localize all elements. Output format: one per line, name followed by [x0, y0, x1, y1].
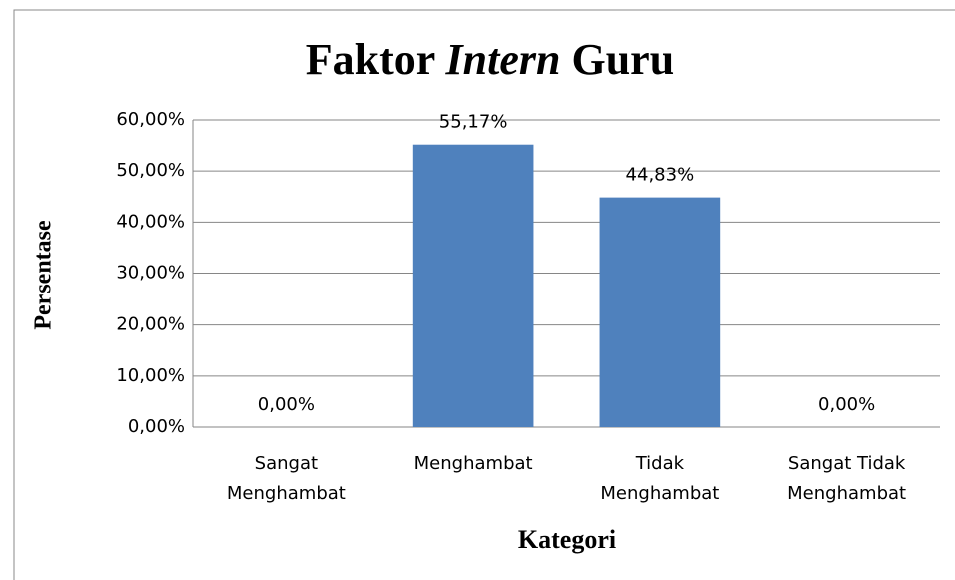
y-axis-label: Persentase [31, 220, 57, 330]
title-part: Faktor [306, 35, 435, 84]
y-tick-label: 20,00% [116, 314, 185, 335]
y-tick-label: 0,00% [128, 416, 185, 437]
x-tick-label: Tidak [635, 453, 685, 474]
x-tick-label: Menghambat [414, 453, 533, 474]
chart-border [13, 9, 955, 580]
chart-title: Faktor Intern Guru [306, 35, 674, 84]
bar [599, 197, 721, 427]
y-tick-label: 10,00% [116, 365, 185, 386]
y-tick-label: 40,00% [116, 211, 185, 232]
x-tick-label: Menghambat [227, 483, 346, 504]
bar [412, 144, 534, 427]
x-tick-label: Sangat Tidak [788, 453, 906, 474]
y-tick-label: 30,00% [116, 263, 185, 284]
data-label: 0,00% [258, 394, 315, 415]
x-tick-label: Menghambat [787, 483, 906, 504]
y-tick-label: 50,00% [116, 160, 185, 181]
x-tick-label: Sangat [255, 453, 318, 474]
title-part: Guru [571, 35, 674, 84]
title-part: Intern [445, 35, 561, 84]
x-tick-label: Menghambat [600, 483, 719, 504]
x-axis-label: Kategori [518, 525, 616, 554]
data-label: 44,83% [626, 165, 695, 186]
y-tick-label: 60,00% [116, 109, 185, 130]
data-label: 0,00% [818, 394, 875, 415]
data-label: 55,17% [439, 112, 508, 133]
